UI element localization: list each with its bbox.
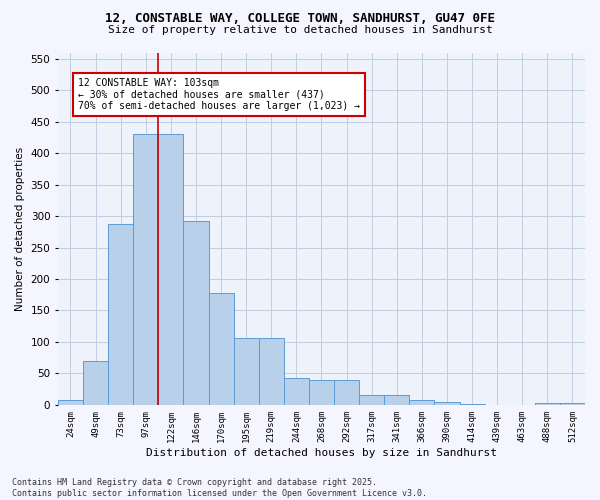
- Bar: [184, 221, 209, 405]
- Bar: [409, 400, 434, 405]
- Bar: [384, 395, 409, 405]
- Bar: [209, 293, 233, 405]
- Bar: [359, 395, 384, 405]
- Bar: [309, 380, 334, 405]
- Bar: [434, 402, 460, 405]
- Text: 12 CONSTABLE WAY: 103sqm
← 30% of detached houses are smaller (437)
70% of semi-: 12 CONSTABLE WAY: 103sqm ← 30% of detach…: [78, 78, 360, 111]
- X-axis label: Distribution of detached houses by size in Sandhurst: Distribution of detached houses by size …: [146, 448, 497, 458]
- Text: 12, CONSTABLE WAY, COLLEGE TOWN, SANDHURST, GU47 0FE: 12, CONSTABLE WAY, COLLEGE TOWN, SANDHUR…: [105, 12, 495, 26]
- Bar: [334, 380, 359, 405]
- Bar: [233, 338, 259, 405]
- Bar: [58, 400, 83, 405]
- Bar: [560, 403, 585, 405]
- Text: Size of property relative to detached houses in Sandhurst: Size of property relative to detached ho…: [107, 25, 493, 35]
- Y-axis label: Number of detached properties: Number of detached properties: [15, 146, 25, 310]
- Bar: [259, 338, 284, 405]
- Bar: [535, 403, 560, 405]
- Bar: [158, 134, 184, 405]
- Bar: [460, 404, 485, 405]
- Bar: [133, 134, 158, 405]
- Bar: [108, 224, 133, 405]
- Text: Contains HM Land Registry data © Crown copyright and database right 2025.
Contai: Contains HM Land Registry data © Crown c…: [12, 478, 427, 498]
- Bar: [83, 361, 108, 405]
- Bar: [284, 378, 309, 405]
